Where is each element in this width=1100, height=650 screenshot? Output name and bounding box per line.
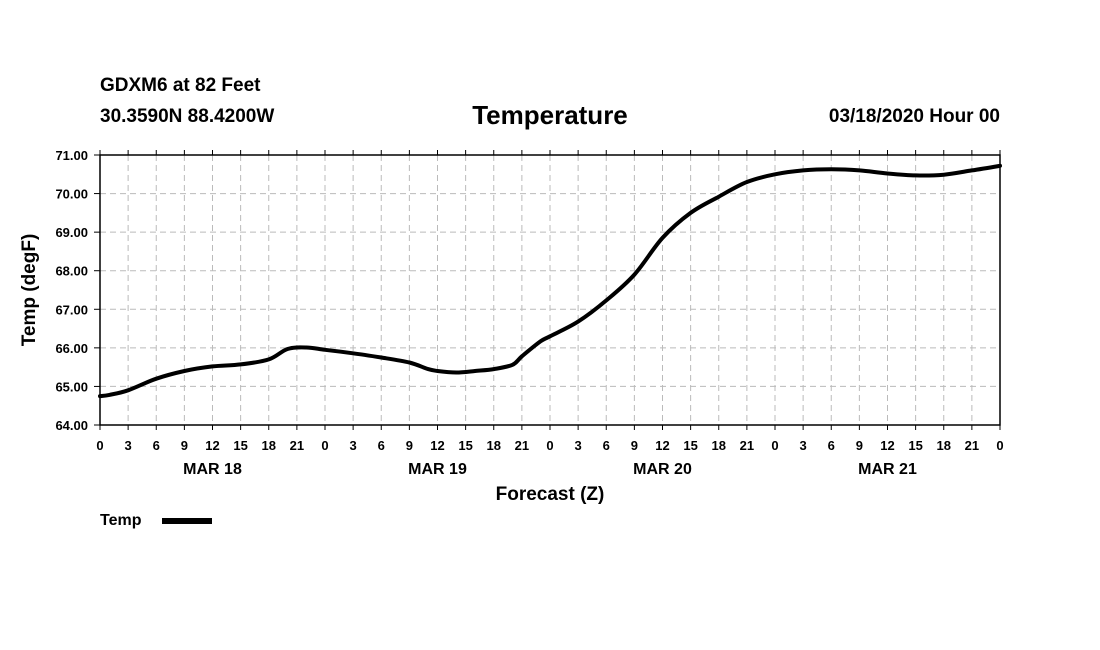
y-tick-label: 68.00 xyxy=(55,264,88,279)
grid-layer xyxy=(100,155,1000,425)
x-tick-label: 6 xyxy=(378,438,385,453)
x-tick-label: 15 xyxy=(458,438,472,453)
x-tick-label: 6 xyxy=(828,438,835,453)
day-label: MAR 20 xyxy=(633,461,692,478)
x-tick-label: 15 xyxy=(683,438,697,453)
legend-label: Temp xyxy=(100,512,142,529)
x-tick-label: 6 xyxy=(153,438,160,453)
y-tick-label: 69.00 xyxy=(55,225,88,240)
y-tick-label: 70.00 xyxy=(55,187,88,202)
x-tick-label: 15 xyxy=(233,438,247,453)
x-tick-label: 9 xyxy=(181,438,188,453)
x-tick-label: 21 xyxy=(515,438,529,453)
x-tick-label: 12 xyxy=(655,438,669,453)
x-tick-label: 3 xyxy=(125,438,132,453)
x-tick-label: 9 xyxy=(631,438,638,453)
x-tick-label: 12 xyxy=(430,438,444,453)
y-axis-title: Temp (degF) xyxy=(19,234,40,347)
x-tick-label: 9 xyxy=(406,438,413,453)
station-label: GDXM6 at 82 Feet xyxy=(100,75,261,96)
x-tick-label: 18 xyxy=(937,438,951,453)
location-label: 30.3590N 88.4200W xyxy=(100,106,275,127)
label-layer: 64.00 65.00 66.00 67.00 68.00 69.00 70.00 71.00… xyxy=(55,148,1003,478)
x-tick-label: 18 xyxy=(487,438,501,453)
x-tick-label: 18 xyxy=(262,438,276,453)
x-tick-label: 0 xyxy=(96,438,103,453)
run-time-label: 03/18/2020 Hour 00 xyxy=(828,106,1000,127)
tick-layer xyxy=(94,150,1001,430)
x-tick-label: 6 xyxy=(603,438,610,453)
x-tick-label: 0 xyxy=(771,438,778,453)
x-tick-label: 3 xyxy=(800,438,807,453)
day-label: MAR 19 xyxy=(408,461,467,478)
y-tick-label: 67.00 xyxy=(55,302,88,317)
x-tick-label: 0 xyxy=(546,438,553,453)
y-tick-label: 71.00 xyxy=(55,148,88,163)
x-axis-title: Forecast (Z) xyxy=(496,484,605,505)
y-tick-label: 64.00 xyxy=(55,418,88,433)
x-tick-label: 12 xyxy=(880,438,894,453)
x-tick-label: 21 xyxy=(740,438,754,453)
day-label: MAR 18 xyxy=(183,461,242,478)
y-tick-label: 66.00 xyxy=(55,341,88,356)
x-tick-label: 0 xyxy=(996,438,1003,453)
chart-title: Temperature xyxy=(472,100,628,130)
x-tick-label: 12 xyxy=(205,438,219,453)
x-tick-label: 0 xyxy=(321,438,328,453)
y-tick-label: 65.00 xyxy=(55,379,88,394)
x-tick-label: 21 xyxy=(290,438,304,453)
x-tick-label: 3 xyxy=(575,438,582,453)
x-tick-label: 15 xyxy=(908,438,922,453)
day-label: MAR 21 xyxy=(858,461,917,478)
x-tick-label: 18 xyxy=(712,438,726,453)
x-tick-label: 3 xyxy=(350,438,357,453)
x-tick-label: 21 xyxy=(965,438,979,453)
temp-series-line xyxy=(98,163,1002,399)
x-tick-label: 9 xyxy=(856,438,863,453)
